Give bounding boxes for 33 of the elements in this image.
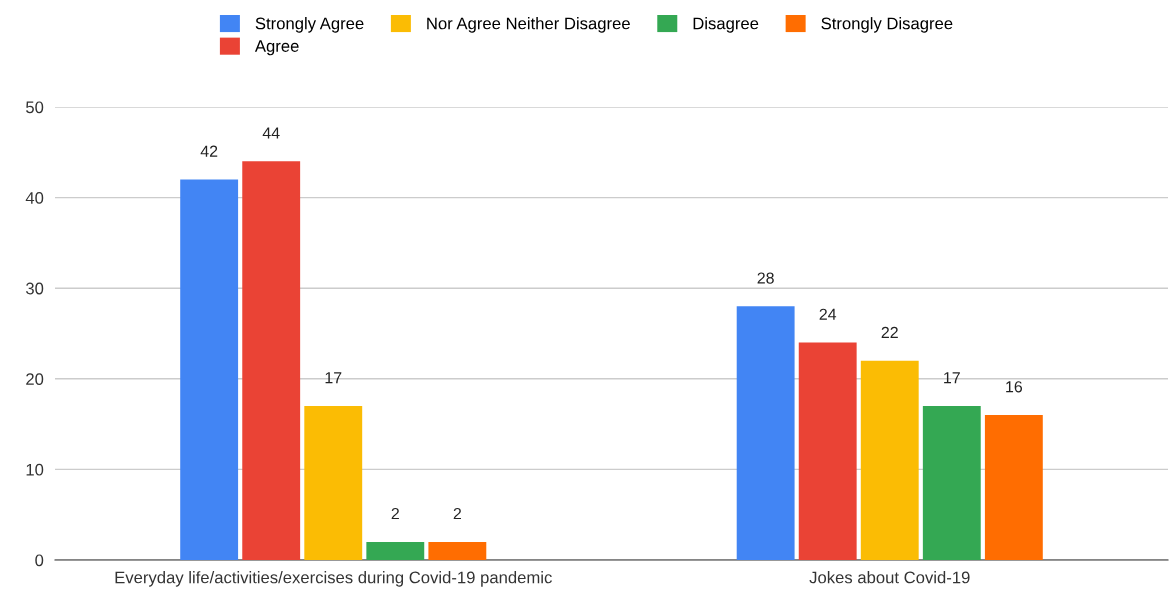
bar — [180, 179, 239, 560]
data-label: 24 — [819, 308, 837, 320]
data-label: 17 — [325, 372, 342, 384]
data-label: 16 — [1006, 381, 1023, 393]
bar — [798, 342, 857, 560]
y-tick-label: 20 — [26, 373, 44, 385]
y-tick-label: 30 — [25, 282, 44, 295]
bar — [860, 360, 919, 560]
legend-label: Strongly Disagree — [821, 17, 953, 33]
bar — [242, 161, 301, 560]
data-label: 17 — [944, 372, 960, 384]
data-label: 44 — [262, 127, 280, 139]
bar — [304, 405, 363, 560]
data-label: 2 — [391, 507, 399, 520]
bar — [736, 306, 795, 560]
data-label: 28 — [757, 272, 774, 284]
data-label: 22 — [881, 326, 898, 338]
y-tick-label: 0 — [35, 554, 44, 567]
data-label: 42 — [200, 145, 218, 157]
legend-label: Agree — [254, 40, 299, 56]
x-tick-label: Everyday life/activities/exercises during Covid-19 pandemic — [115, 571, 552, 587]
data-label: 2 — [453, 507, 461, 520]
y-tick-label: 40 — [25, 192, 44, 204]
bar — [922, 405, 981, 560]
bar — [984, 415, 1043, 560]
legend-label: Nor Agree Neither Disagree — [427, 17, 630, 33]
legend-label: Strongly Agree — [255, 17, 364, 33]
bar — [428, 541, 487, 560]
y-tick-label: 50 — [26, 101, 44, 114]
bar — [366, 541, 425, 560]
y-tick-label: 10 — [26, 463, 44, 476]
legend-label: Disagree — [693, 17, 759, 33]
x-tick-label: Jokes about Covid-19 — [809, 571, 970, 584]
